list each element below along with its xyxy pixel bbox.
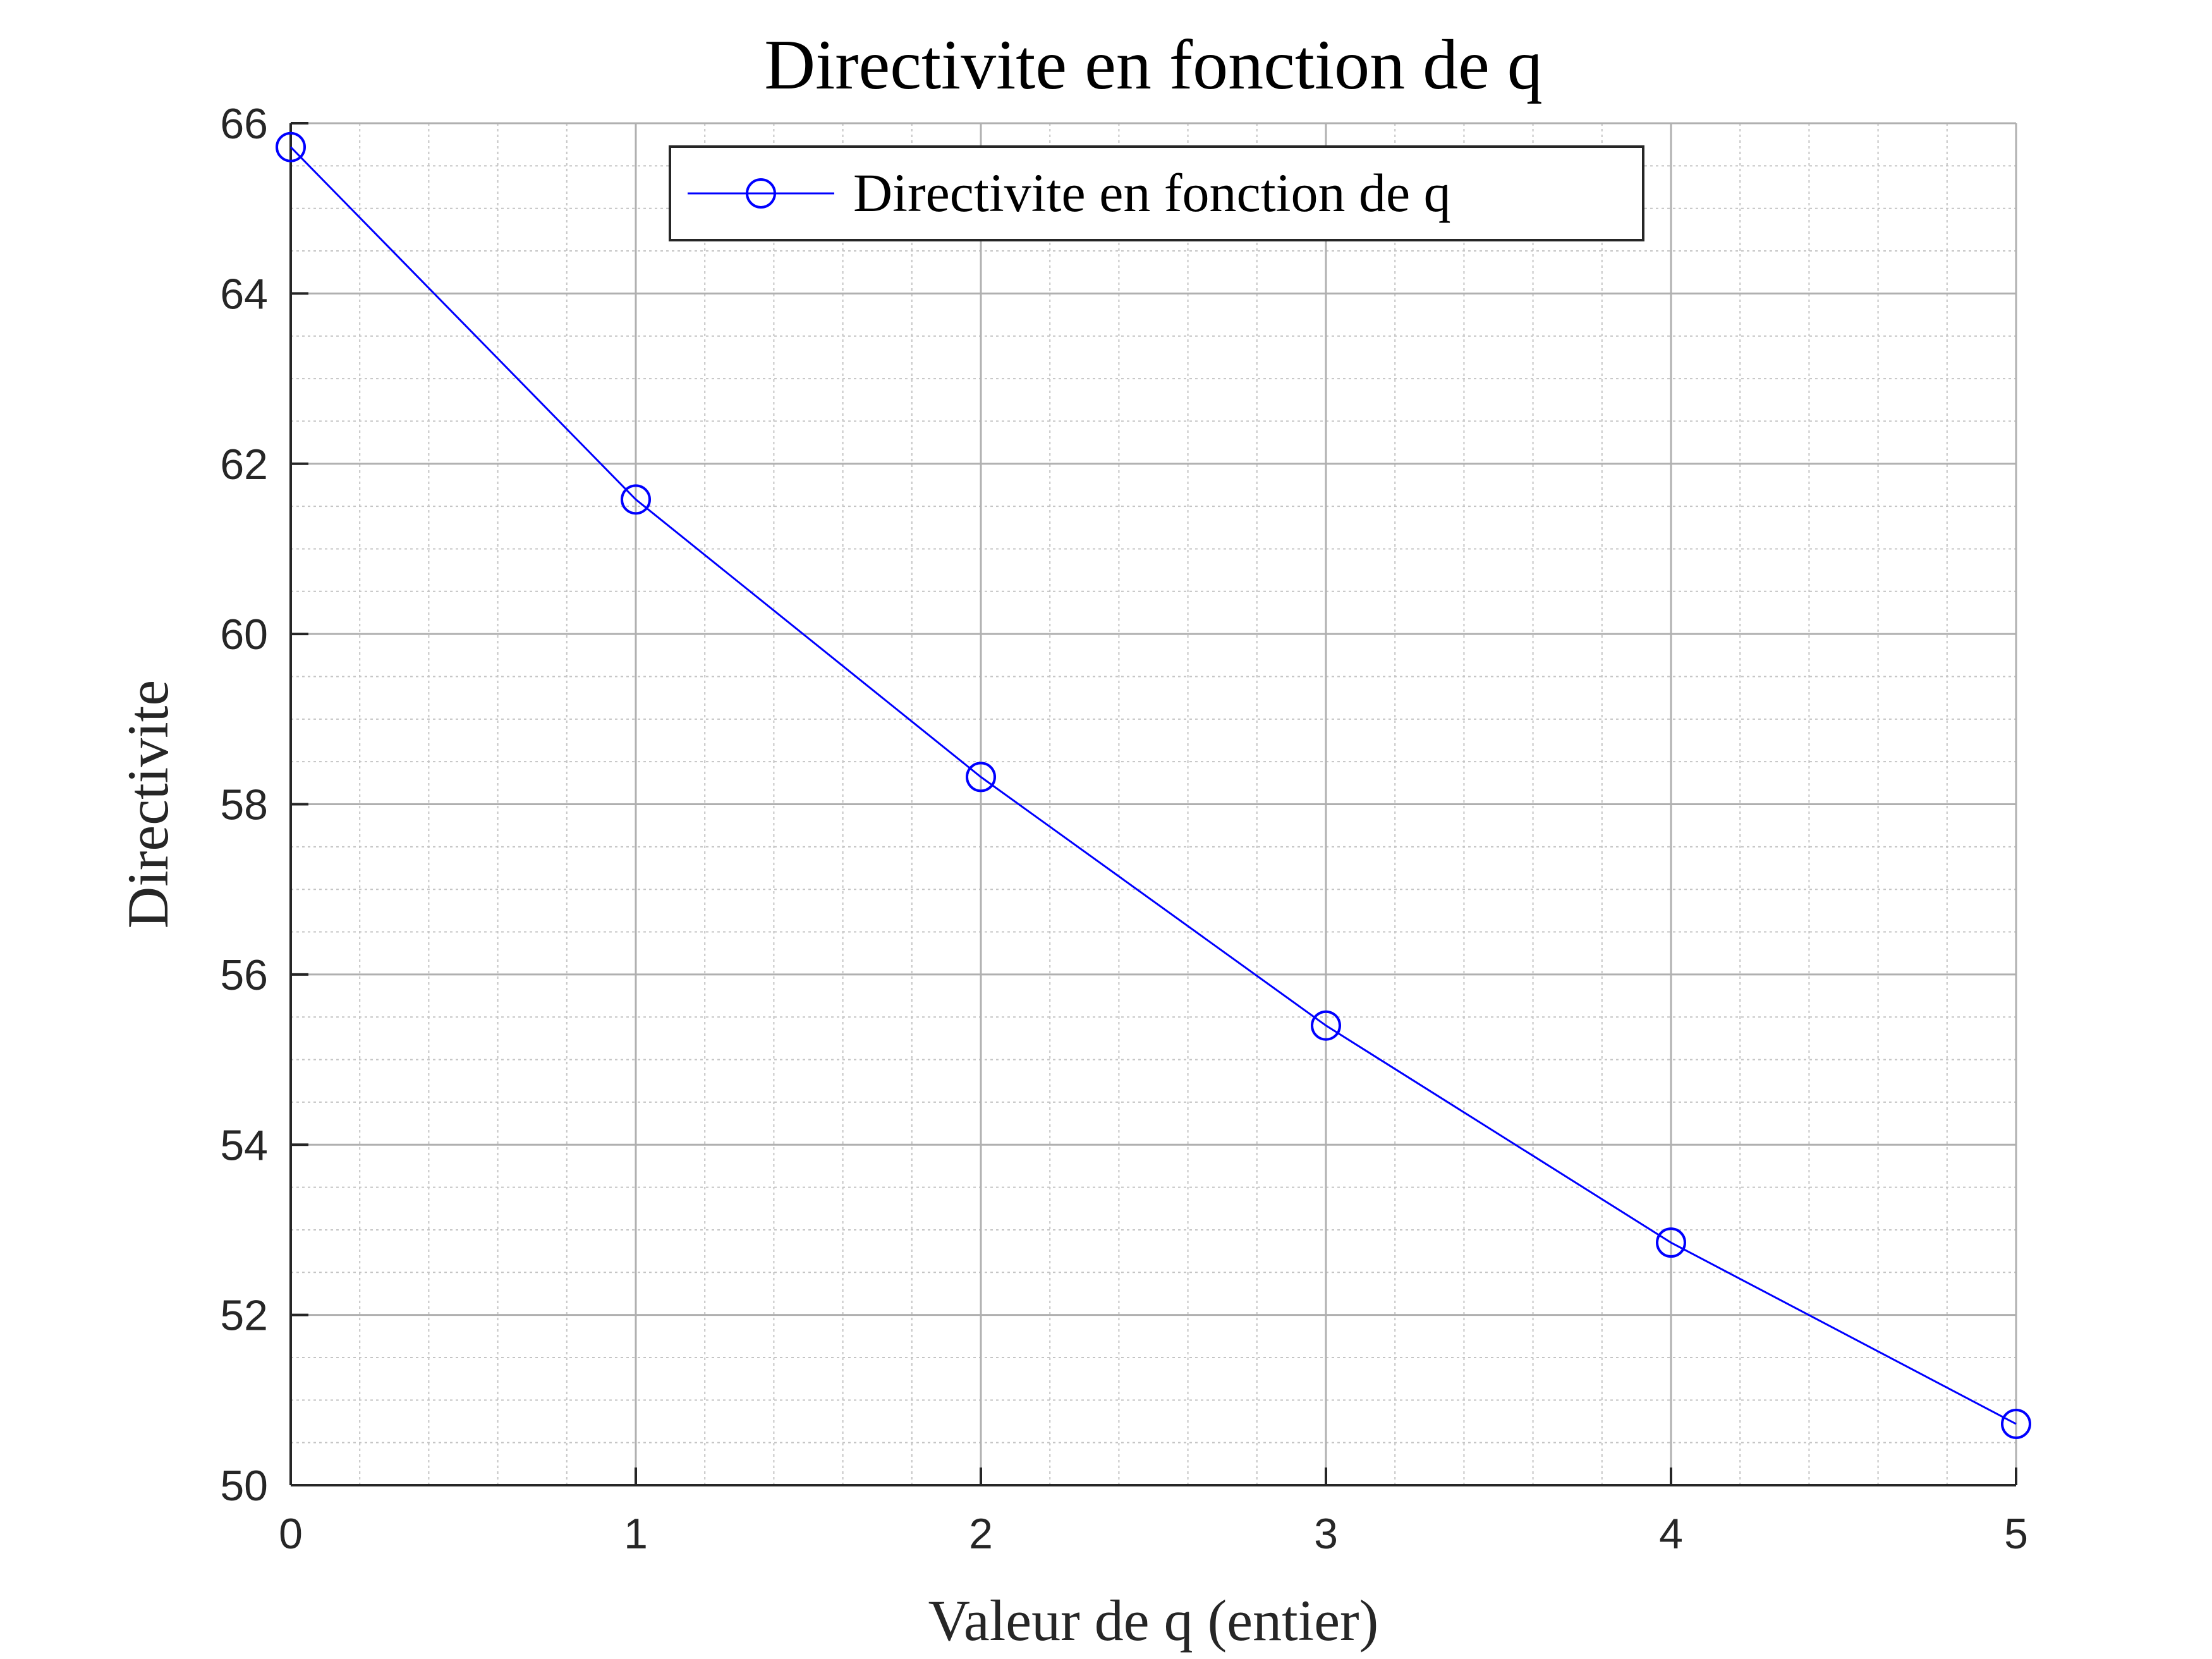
x-tick-label: 4 [1659,1510,1683,1558]
data-point-marker [1311,1010,1341,1041]
chart-title: Directivite en fonction de q [764,26,1543,104]
data-point-marker [276,131,306,162]
axes [289,122,2017,1486]
x-axis-label: Valeur de q (entier) [928,1588,1379,1653]
x-tick-label: 2 [969,1510,993,1558]
y-tick-label: 60 [220,611,268,659]
y-tick-labels: 50 52 54 56 58 60 62 64 66 [220,100,268,1510]
x-tick-label: 0 [279,1510,303,1558]
data-point-marker [966,762,996,793]
y-tick-label: 52 [220,1292,268,1340]
y-tick-label: 62 [220,441,268,489]
y-tick-label: 56 [220,951,268,999]
y-tick-label: 54 [220,1121,268,1169]
series-layer [276,131,2031,1440]
x-tick-labels: 0 1 2 3 4 5 [279,1510,2028,1558]
y-tick-label: 50 [220,1462,268,1510]
legend: Directivite en fonction de q [669,145,1644,241]
y-tick-label: 64 [220,270,268,318]
data-point-marker [2001,1409,2031,1440]
x-tick-label: 5 [2004,1510,2028,1558]
series-line [289,146,2017,1425]
y-axis-label: Directivite [116,680,180,928]
data-point-marker [1656,1227,1686,1258]
x-tick-label: 1 [624,1510,648,1558]
legend-marker-swatch [746,178,776,209]
x-tick-label: 3 [1314,1510,1338,1558]
data-point-marker [621,484,651,515]
y-tick-label: 66 [220,100,268,148]
y-tick-label: 58 [220,781,268,829]
legend-entry-label: Directivite en fonction de q [853,162,1451,223]
